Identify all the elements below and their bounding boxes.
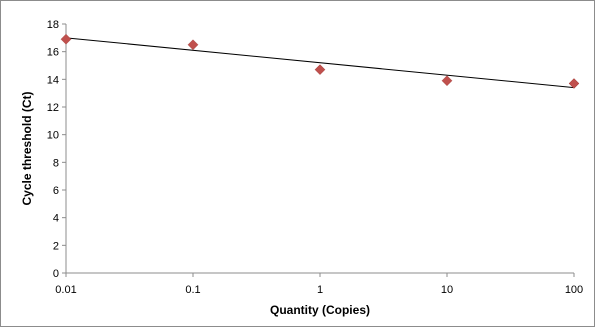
data-point (187, 39, 199, 51)
y-tick-label: 12 (47, 102, 59, 114)
x-axis: 0.01 0.1 1 10 100 (55, 272, 583, 296)
x-tick-label: 0.01 (55, 284, 76, 296)
data-point (568, 78, 580, 89)
y-tick-label: 14 (47, 74, 59, 86)
y-tick-label: 2 (53, 240, 59, 252)
trendline-group (65, 37, 575, 89)
x-tick-label: 100 (565, 284, 583, 296)
x-tick-label: 0.1 (185, 284, 200, 296)
x-axis-title: Quantity (Copies) (270, 303, 370, 317)
x-tick-label: 10 (441, 284, 453, 296)
y-tick-label: 10 (47, 130, 59, 142)
trendline (65, 37, 575, 89)
y-tick-label: 6 (53, 185, 59, 197)
y-tick-label: 4 (53, 213, 59, 225)
y-axis: 0 2 4 6 8 10 12 14 16 18 (47, 19, 67, 280)
y-tick-label: 0 (53, 268, 59, 280)
y-tick-label: 18 (47, 19, 59, 31)
data-points (60, 33, 580, 89)
y-tick-label: 16 (47, 47, 59, 59)
data-point (314, 64, 326, 76)
data-point (60, 33, 72, 45)
x-tick-label: 1 (317, 284, 323, 296)
y-tick-label: 8 (53, 157, 59, 169)
data-point (441, 75, 453, 87)
y-axis-title: Cycle threshold (Ct) (20, 91, 34, 205)
